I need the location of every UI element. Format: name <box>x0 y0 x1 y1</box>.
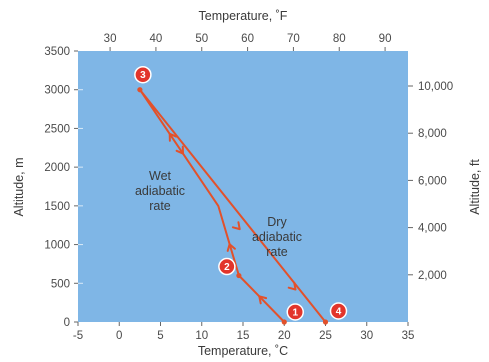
y-tick-label: 2000 <box>44 162 70 174</box>
point-marker-number: 3 <box>140 70 146 81</box>
y-right-tick-label: 8,000 <box>418 128 447 140</box>
dry-adiabatic-label: adiabatic <box>252 230 302 244</box>
x-top-tick-label: 50 <box>195 33 208 45</box>
x-axis-title-bottom: Temperature, ˚C <box>198 344 288 358</box>
y-tick-label: 1500 <box>44 201 70 213</box>
top-axis-ticks: 30 40 50 60 70 80 90 <box>104 33 392 51</box>
x-top-tick-label: 80 <box>333 33 346 45</box>
x-tick-label: 30 <box>360 330 373 342</box>
wet-adiabatic-label: adiabatic <box>135 184 185 198</box>
series-path <box>138 88 327 323</box>
x-top-tick-label: 90 <box>379 33 392 45</box>
x-tick-label: 35 <box>402 330 415 342</box>
y-tick-label: 2500 <box>44 123 70 135</box>
x-tick-label: 5 <box>157 330 163 342</box>
direction-arrow <box>231 221 241 231</box>
data-point <box>236 272 242 279</box>
point-marker-number: 1 <box>292 308 298 319</box>
y-tick-label: 3500 <box>44 46 70 58</box>
y-right-tick-label: 10,000 <box>418 81 453 93</box>
gridlines <box>78 89 83 284</box>
point-markers: 1 2 3 4 <box>134 65 348 325</box>
direction-arrow <box>226 243 236 252</box>
direction-arrow <box>175 145 184 155</box>
data-point <box>137 87 143 93</box>
x-top-tick-label: 40 <box>150 33 163 45</box>
series-line <box>138 88 327 323</box>
direction-arrow <box>287 281 297 291</box>
y-right-tick-label: 6,000 <box>418 175 447 187</box>
y-right-tick-label: 2,000 <box>418 270 447 282</box>
point-marker-badge <box>329 302 348 320</box>
x-tick-label: 15 <box>237 330 250 342</box>
bottom-axis-ticks: -5 0 5 10 15 20 25 30 35 <box>73 322 415 342</box>
wet-adiabatic-label: Wet <box>149 169 172 183</box>
x-tick-label: 10 <box>195 330 208 342</box>
y-axis-title-right: Altitude, ft <box>468 159 482 215</box>
x-tick-label: 0 <box>116 330 122 342</box>
wet-adiabatic-label: rate <box>149 199 171 213</box>
direction-arrow <box>168 132 178 142</box>
x-axis-title-top: Temperature, ˚F <box>199 9 288 23</box>
point-marker-number: 4 <box>336 307 342 318</box>
plot-area <box>78 51 408 322</box>
left-axis-ticks: 0 500 1000 1500 2000 2500 3000 3500 <box>44 46 78 329</box>
right-axis-ticks: 2,000 4,000 6,000 8,000 10,000 <box>408 81 453 282</box>
x-tick-label: -5 <box>73 330 83 342</box>
y-axis-title-left: Altitude, m <box>12 157 26 216</box>
y-tick-label: 500 <box>51 278 70 290</box>
point-marker-badge <box>218 257 236 276</box>
data-point <box>322 319 329 325</box>
y-tick-label: 0 <box>64 317 70 329</box>
data-point <box>281 319 287 325</box>
x-top-tick-label: 60 <box>241 33 254 45</box>
y-right-tick-label: 4,000 <box>418 223 447 235</box>
y-tick-label: 3000 <box>44 85 70 97</box>
x-top-tick-label: 30 <box>104 33 117 45</box>
point-marker-badge <box>134 65 152 84</box>
dry-adiabatic-label: rate <box>266 245 288 259</box>
x-tick-label: 25 <box>319 330 332 342</box>
point-marker-badge <box>286 303 304 321</box>
direction-arrow <box>258 295 268 305</box>
point-marker-number: 2 <box>224 262 230 273</box>
x-tick-label: 20 <box>278 330 291 342</box>
x-top-tick-label: 70 <box>287 33 300 45</box>
y-tick-label: 1000 <box>44 240 70 252</box>
dry-adiabatic-label: Dry <box>267 215 287 229</box>
